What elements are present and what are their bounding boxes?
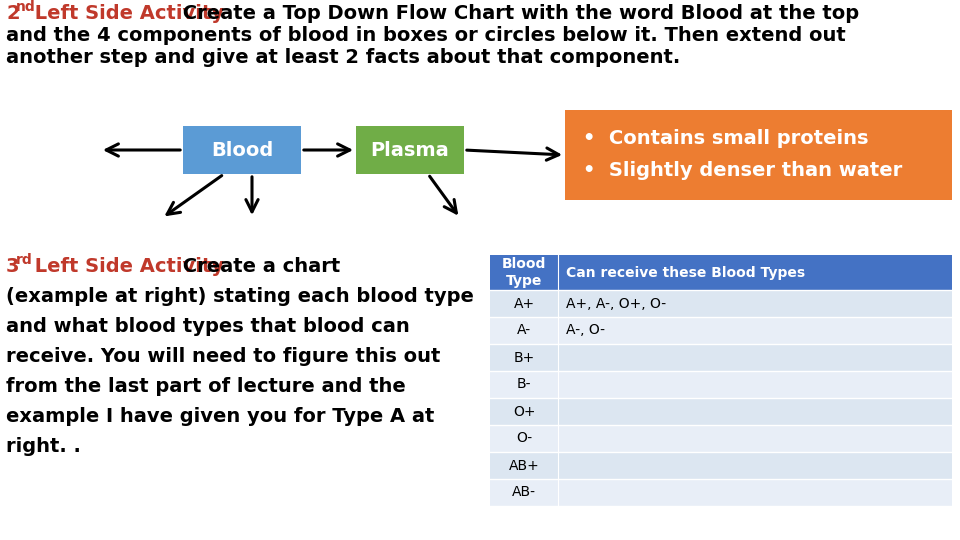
Text: AB+: AB+ [509, 458, 540, 472]
Text: •  Slightly denser than water: • Slightly denser than water [583, 161, 902, 180]
Text: Plasma: Plasma [371, 140, 449, 159]
Text: Create a Top Down Flow Chart with the word Blood at the top: Create a Top Down Flow Chart with the wo… [176, 4, 859, 23]
Text: 3: 3 [6, 257, 19, 276]
Text: example I have given you for Type A at: example I have given you for Type A at [6, 407, 434, 426]
FancyBboxPatch shape [356, 126, 464, 174]
Text: B+: B+ [514, 350, 535, 365]
FancyBboxPatch shape [490, 344, 952, 371]
Text: Create a chart: Create a chart [176, 257, 340, 276]
FancyBboxPatch shape [565, 110, 952, 200]
Text: O+: O+ [513, 404, 536, 418]
Text: Blood
Type: Blood Type [502, 257, 546, 288]
FancyBboxPatch shape [490, 290, 952, 317]
FancyBboxPatch shape [490, 371, 952, 398]
Text: receive. You will need to figure this out: receive. You will need to figure this ou… [6, 347, 441, 366]
Text: B-: B- [516, 377, 531, 392]
FancyBboxPatch shape [490, 398, 952, 425]
Text: from the last part of lecture and the: from the last part of lecture and the [6, 377, 406, 396]
FancyBboxPatch shape [490, 317, 952, 344]
Text: Left Side Activity: Left Side Activity [28, 4, 224, 23]
Text: Can receive these Blood Types: Can receive these Blood Types [566, 266, 805, 280]
Text: O-: O- [516, 431, 532, 446]
Text: rd: rd [16, 253, 33, 267]
Text: (example at right) stating each blood type: (example at right) stating each blood ty… [6, 287, 474, 306]
FancyBboxPatch shape [490, 479, 952, 506]
FancyBboxPatch shape [490, 255, 952, 290]
Text: 2: 2 [6, 4, 19, 23]
Text: A-, O-: A-, O- [566, 323, 605, 338]
FancyBboxPatch shape [490, 425, 952, 452]
Text: nd: nd [16, 0, 36, 14]
Text: right. .: right. . [6, 437, 81, 456]
Text: Left Side Activity: Left Side Activity [28, 257, 224, 276]
FancyBboxPatch shape [183, 126, 301, 174]
Text: A+: A+ [514, 296, 535, 310]
Text: Blood: Blood [211, 140, 274, 159]
Text: A-: A- [516, 323, 531, 338]
Text: and the 4 components of blood in boxes or circles below it. Then extend out: and the 4 components of blood in boxes o… [6, 26, 846, 45]
Text: •  Contains small proteins: • Contains small proteins [583, 130, 869, 148]
FancyBboxPatch shape [490, 452, 952, 479]
Text: and what blood types that blood can: and what blood types that blood can [6, 317, 410, 336]
Text: AB-: AB- [512, 485, 536, 500]
Text: another step and give at least 2 facts about that component.: another step and give at least 2 facts a… [6, 48, 681, 67]
Text: A+, A-, O+, O-: A+, A-, O+, O- [566, 296, 666, 310]
